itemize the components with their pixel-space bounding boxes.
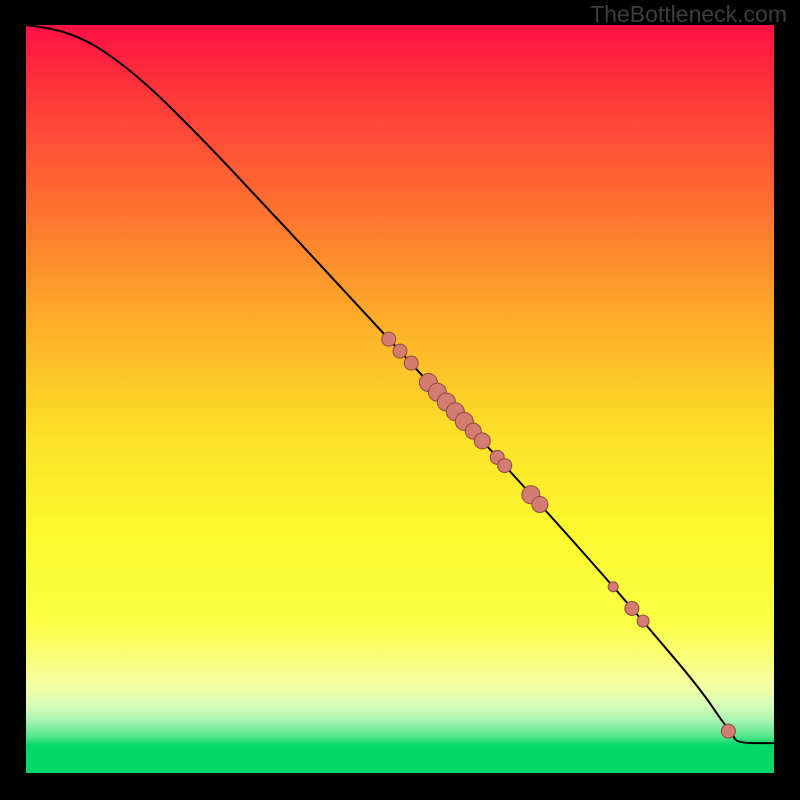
data-marker bbox=[498, 459, 512, 473]
watermark-text: TheBottleneck.com bbox=[590, 1, 787, 28]
data-marker bbox=[474, 433, 490, 449]
chart-canvas: TheBottleneck.com bbox=[0, 0, 800, 800]
data-marker bbox=[625, 601, 639, 615]
data-marker bbox=[608, 582, 618, 592]
data-marker bbox=[637, 615, 649, 627]
data-marker bbox=[382, 332, 396, 346]
data-marker bbox=[404, 356, 418, 370]
bottleneck-chart-svg bbox=[0, 0, 800, 800]
data-marker bbox=[721, 724, 735, 738]
data-marker bbox=[532, 496, 548, 512]
data-marker bbox=[393, 344, 407, 358]
gradient-background bbox=[26, 25, 774, 773]
